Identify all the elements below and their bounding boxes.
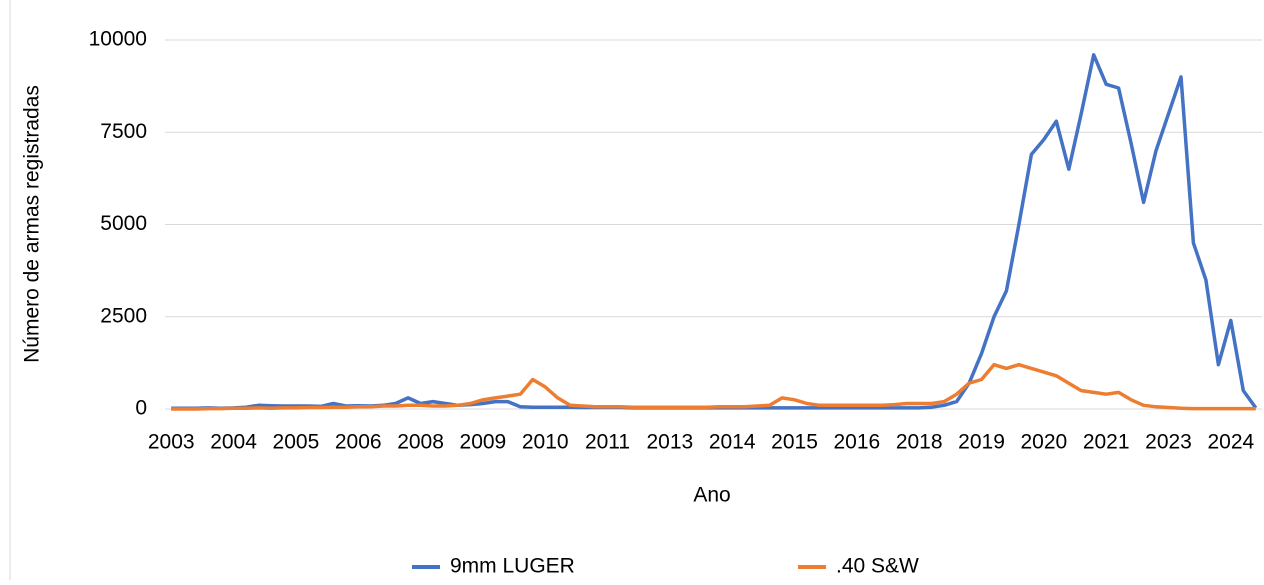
x-tick-label: 2019 xyxy=(958,431,1005,454)
x-tick-label: 2024 xyxy=(1207,431,1254,454)
x-axis-title: Ano xyxy=(693,484,730,507)
x-tick-label: 2006 xyxy=(335,431,382,454)
x-tick-label: 2021 xyxy=(1083,431,1130,454)
legend-label: .40 S&W xyxy=(836,555,919,578)
x-tick-label: 2023 xyxy=(1145,431,1192,454)
x-tick-label: 2011 xyxy=(585,431,630,454)
x-tick-label: 2013 xyxy=(647,431,694,454)
x-tick-label: 2018 xyxy=(896,431,943,454)
y-tick-label: 5000 xyxy=(100,212,147,235)
series-line xyxy=(171,362,1256,411)
y-tick-label: 0 xyxy=(135,397,147,420)
y-tick-label: 7500 xyxy=(100,120,147,143)
x-tick-label: 2010 xyxy=(522,431,569,454)
x-tick-label: 2005 xyxy=(273,431,320,454)
x-tick-label: 2020 xyxy=(1020,431,1067,454)
x-tick-label: 2014 xyxy=(709,431,756,454)
x-tick-label: 2008 xyxy=(397,431,444,454)
x-tick-label: 2004 xyxy=(210,431,257,454)
series-line xyxy=(171,53,1258,411)
x-tick-label: 2009 xyxy=(460,431,507,454)
y-axis-title: Número de armas registradas xyxy=(21,85,44,363)
x-tick-label: 2016 xyxy=(833,431,880,454)
legend-label: 9mm LUGER xyxy=(450,555,575,578)
y-tick-label: 2500 xyxy=(100,304,147,327)
y-tick-label: 10000 xyxy=(89,28,147,51)
x-tick-label: 2003 xyxy=(148,431,195,454)
x-tick-label: 2015 xyxy=(771,431,818,454)
